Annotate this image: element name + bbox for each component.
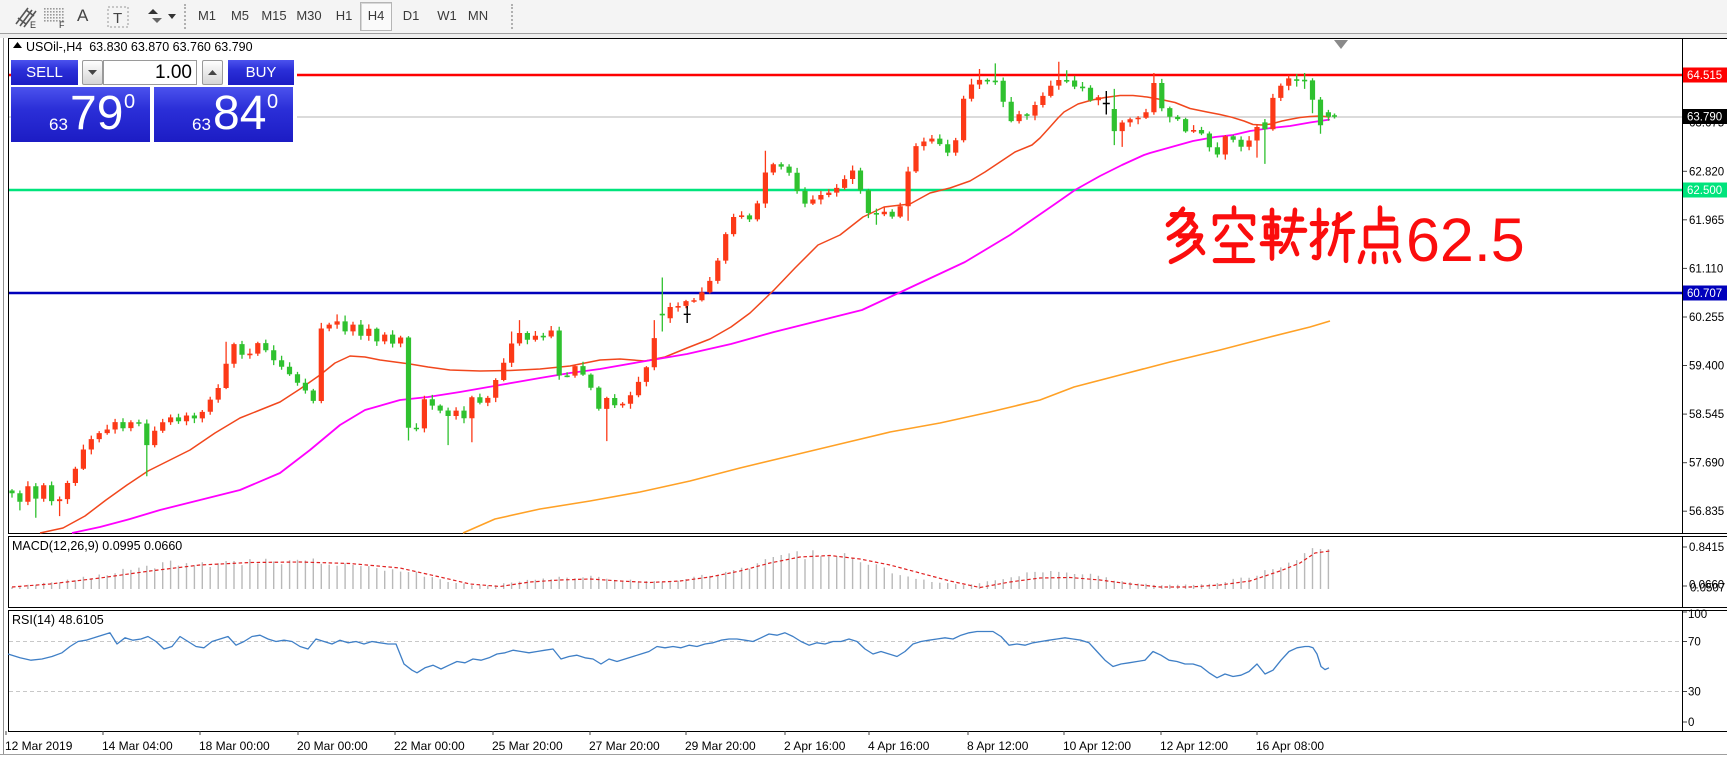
svg-text:RSI(14) 48.6105: RSI(14) 48.6105 — [12, 613, 104, 627]
svg-text:MACD(12,26,9) 0.0995 0.0660: MACD(12,26,9) 0.0995 0.0660 — [12, 539, 182, 553]
svg-text:F: F — [59, 20, 65, 30]
svg-text:30: 30 — [1688, 687, 1701, 699]
svg-text:62.5: 62.5 — [1406, 206, 1525, 274]
svg-text:27 Mar 20:00: 27 Mar 20:00 — [589, 739, 660, 753]
svg-text:61.965: 61.965 — [1689, 215, 1724, 227]
svg-text:E: E — [30, 20, 36, 30]
svg-text:16 Apr 08:00: 16 Apr 08:00 — [1256, 739, 1324, 753]
svg-text:2 Apr 16:00: 2 Apr 16:00 — [784, 739, 846, 753]
svg-text:14 Mar 04:00: 14 Mar 04:00 — [102, 739, 173, 753]
svg-text:20 Mar 00:00: 20 Mar 00:00 — [297, 739, 368, 753]
svg-text:USOil-,H4 63.830 63.870 63.76: USOil-,H4 63.830 63.870 63.760 63.790 — [26, 40, 253, 54]
svg-text:0.0507: 0.0507 — [1690, 583, 1725, 595]
svg-text:T: T — [113, 10, 122, 27]
svg-text:0.8415: 0.8415 — [1689, 542, 1724, 554]
svg-text:62.500: 62.500 — [1687, 185, 1722, 197]
svg-text:62.820: 62.820 — [1689, 166, 1724, 178]
svg-text:56.835: 56.835 — [1689, 506, 1724, 518]
svg-text:12 Apr 12:00: 12 Apr 12:00 — [1160, 739, 1228, 753]
svg-text:29 Mar 20:00: 29 Mar 20:00 — [685, 739, 756, 753]
svg-text:18 Mar 00:00: 18 Mar 00:00 — [199, 739, 270, 753]
svg-text:12 Mar 2019: 12 Mar 2019 — [5, 739, 73, 753]
svg-text:57.690: 57.690 — [1689, 458, 1724, 470]
svg-text:22 Mar 00:00: 22 Mar 00:00 — [394, 739, 465, 753]
svg-text:0: 0 — [1688, 717, 1694, 729]
svg-text:60.707: 60.707 — [1687, 288, 1722, 300]
svg-text:100: 100 — [1688, 609, 1707, 621]
svg-text:63.790: 63.790 — [1687, 112, 1722, 124]
svg-text:58.545: 58.545 — [1689, 409, 1724, 421]
svg-text:8 Apr 12:00: 8 Apr 12:00 — [967, 739, 1029, 753]
svg-text:10 Apr 12:00: 10 Apr 12:00 — [1063, 739, 1131, 753]
svg-text:0.0660: 0.0660 — [1689, 580, 1724, 592]
svg-text:25 Mar 20:00: 25 Mar 20:00 — [492, 739, 563, 753]
svg-text:61.110: 61.110 — [1689, 263, 1723, 275]
svg-text:64.515: 64.515 — [1687, 70, 1722, 82]
svg-text:70: 70 — [1688, 637, 1701, 649]
svg-text:59.400: 59.400 — [1689, 361, 1724, 373]
svg-text:4 Apr 16:00: 4 Apr 16:00 — [868, 739, 930, 753]
svg-text:60.255: 60.255 — [1689, 312, 1724, 324]
